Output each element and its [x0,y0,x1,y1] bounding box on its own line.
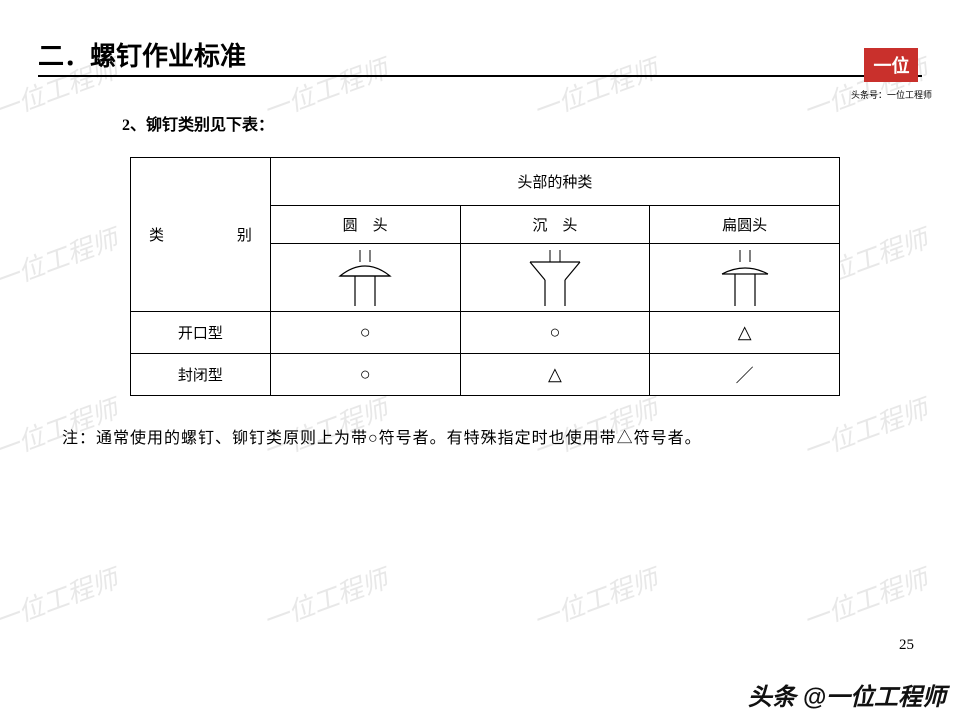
table-cell: △ [460,354,650,396]
table-cell: ／ [650,354,840,396]
table-cell: ○ [270,354,460,396]
column-header: 沉 头 [460,206,650,244]
flat-round-head-icon [710,248,780,308]
column-header: 扁圆头 [650,206,840,244]
page-number: 25 [899,637,914,654]
rivet-icon-round [270,244,460,312]
table-cell: ○ [270,312,460,354]
rivet-icon-countersunk [460,244,650,312]
row-label: 封闭型 [131,354,271,396]
head-type-header: 头部的种类 [270,158,839,206]
category-label-left: 类 [149,224,164,245]
watermark: 一位工程师 [798,559,933,638]
logo-badge: 一位 [864,48,918,82]
footer-attribution: 头条 @一位工程师 [748,677,946,712]
page-content: 二．螺钉作业标准 2、铆钉类别见下表： 类 别 头部的种类 圆 头 沉 头 扁圆… [0,0,960,484]
rivet-icon-flat-round [650,244,840,312]
round-head-icon [330,248,400,308]
column-header: 圆 头 [270,206,460,244]
logo: 一位 头条号：一位工程师 [851,48,932,101]
footnote: 注：通常使用的螺钉、铆钉类原则上为带○符号者。有特殊指定时也使用带△符号者。 [62,424,922,448]
category-label-right: 别 [237,224,252,245]
logo-subtitle: 头条号：一位工程师 [851,88,932,101]
category-header: 类 别 [131,158,271,312]
rivet-table-wrap: 类 别 头部的种类 圆 头 沉 头 扁圆头 [130,157,922,396]
table-cell: ○ [460,312,650,354]
table-cell: △ [650,312,840,354]
watermark: 一位工程师 [528,559,663,638]
watermark: 一位工程师 [0,559,122,638]
watermark: 一位工程师 [258,559,393,638]
section-subtitle: 2、铆钉类别见下表： [122,111,922,135]
title-underline [38,75,922,77]
countersunk-head-icon [520,248,590,308]
row-label: 开口型 [131,312,271,354]
rivet-table: 类 别 头部的种类 圆 头 沉 头 扁圆头 [130,157,840,396]
page-title: 二．螺钉作业标准 [38,36,922,73]
